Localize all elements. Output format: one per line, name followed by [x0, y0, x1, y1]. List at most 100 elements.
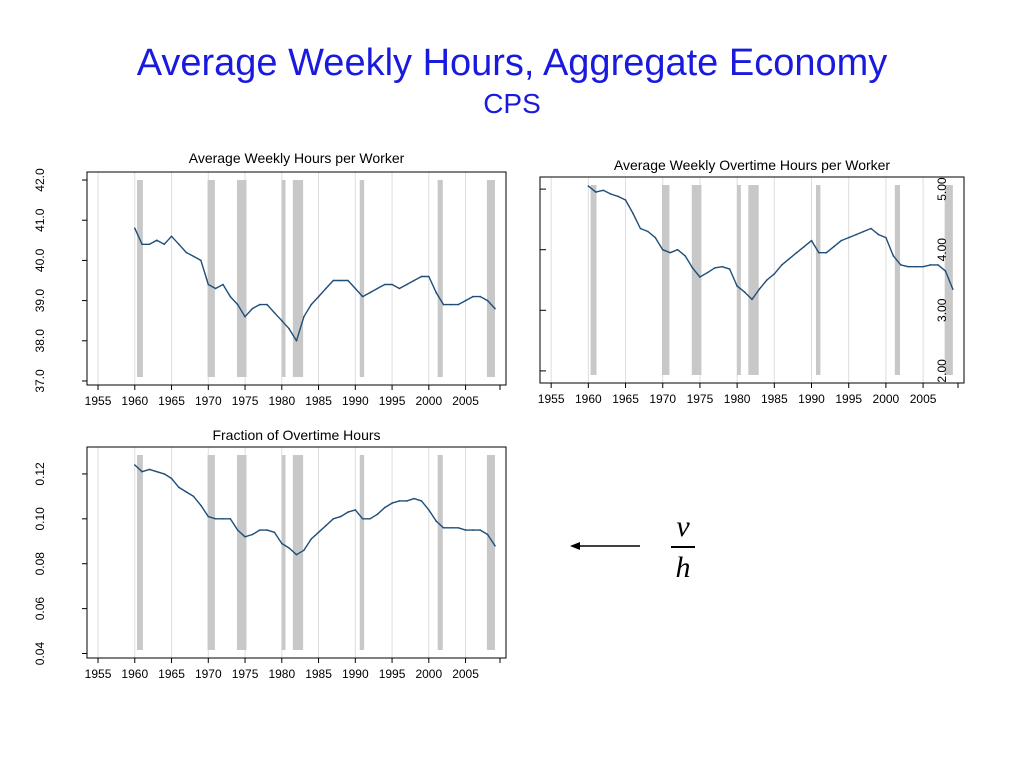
x-tick-label: 1960 [121, 667, 148, 681]
x-tick-label: 1975 [687, 392, 714, 406]
data-point [870, 227, 872, 230]
data-point [457, 527, 460, 529]
x-tick-label: 1985 [305, 667, 332, 681]
fraction-v-over-h: v h [666, 510, 700, 585]
x-tick-label: 2005 [452, 667, 479, 681]
fraction-bar [671, 546, 695, 548]
y-tick-label: 37.0 [33, 369, 47, 393]
data-point [369, 518, 371, 520]
data-point [310, 303, 313, 306]
data-point [192, 255, 195, 258]
data-point [602, 189, 604, 192]
data-point [457, 303, 460, 306]
y-tick-label: 0.12 [33, 462, 47, 486]
data-point [273, 311, 276, 314]
data-point [885, 236, 887, 239]
recession-bar [236, 455, 247, 650]
recession-bar [236, 180, 247, 377]
data-point [486, 533, 489, 536]
data-point [369, 291, 371, 294]
data-point [810, 239, 813, 242]
recession-bar [281, 180, 286, 377]
chart-title: Average Weekly Hours per Worker [189, 150, 405, 166]
data-point [170, 477, 173, 480]
data-point [200, 259, 202, 262]
plot-frame [539, 176, 965, 384]
data-point [647, 230, 649, 233]
data-point [391, 283, 393, 286]
fraction-denominator: h [675, 550, 691, 584]
x-tick-label: 1995 [379, 394, 406, 408]
data-point [229, 518, 232, 520]
recession-bar [281, 455, 286, 650]
data-point [428, 275, 430, 278]
data-point [855, 233, 857, 236]
data-point [170, 235, 173, 238]
data-point [303, 315, 305, 318]
data-point [156, 470, 158, 473]
chart-hours-per-worker: Average Weekly Hours per Worker 1955 1960 1… [33, 150, 507, 408]
recession-bar [815, 185, 821, 375]
data-point [325, 287, 327, 290]
data-point [435, 291, 438, 294]
series-line [134, 228, 496, 342]
data-point [840, 239, 843, 242]
x-tick-label: 1970 [649, 392, 676, 406]
data-point [795, 251, 798, 254]
data-point [281, 542, 283, 545]
x-tick-label: 1970 [195, 394, 222, 408]
x-tick-label: 2000 [415, 667, 442, 681]
data-point [141, 470, 143, 473]
data-point [877, 233, 880, 236]
data-point [361, 518, 364, 520]
data-point [847, 236, 850, 239]
data-point [758, 288, 761, 290]
data-point [251, 533, 254, 536]
x-tick-label: 2000 [873, 392, 900, 406]
x-tick-label: 2000 [415, 394, 442, 408]
data-point [639, 227, 642, 230]
data-point [609, 193, 612, 195]
recession-bar [207, 180, 215, 377]
data-point [907, 265, 909, 268]
data-point [258, 529, 261, 531]
x-tick-label: 1960 [575, 392, 602, 406]
data-point [587, 185, 590, 187]
x-tick-label: 1965 [158, 394, 185, 408]
series-line [587, 185, 954, 301]
recession-bar [894, 185, 901, 375]
x-tick-label: 1995 [835, 392, 862, 406]
data-point [339, 515, 342, 518]
data-point [148, 243, 151, 246]
data-point [929, 264, 932, 266]
chart-title: Fraction of Overtime Hours [212, 427, 380, 443]
x-tick-label: 1955 [85, 394, 112, 408]
recession-bar [437, 455, 443, 650]
y-tick-label: 2.00 [935, 359, 949, 383]
data-point [134, 464, 136, 466]
data-point [617, 195, 619, 198]
data-point [691, 267, 694, 269]
recession-bar [486, 455, 495, 650]
x-tick-label: 1965 [158, 667, 185, 681]
data-point [479, 529, 482, 531]
data-point [185, 251, 187, 254]
data-point [214, 287, 217, 290]
data-point [406, 500, 408, 502]
recession-bar [486, 180, 495, 377]
fraction-numerator: v [676, 510, 690, 543]
data-point [236, 303, 239, 306]
data-point [914, 265, 917, 268]
chart-title: Average Weekly Overtime Hours per Worker [614, 157, 891, 173]
data-point [494, 545, 496, 547]
data-point [788, 258, 790, 260]
x-tick-label: 1955 [538, 392, 565, 406]
data-point [295, 553, 298, 556]
data-point [442, 527, 445, 529]
data-point [200, 504, 202, 507]
x-tick-label: 1980 [268, 394, 295, 408]
series-line [134, 464, 496, 556]
data-point [435, 520, 438, 522]
recession-bar [292, 455, 304, 650]
data-point [398, 500, 401, 502]
